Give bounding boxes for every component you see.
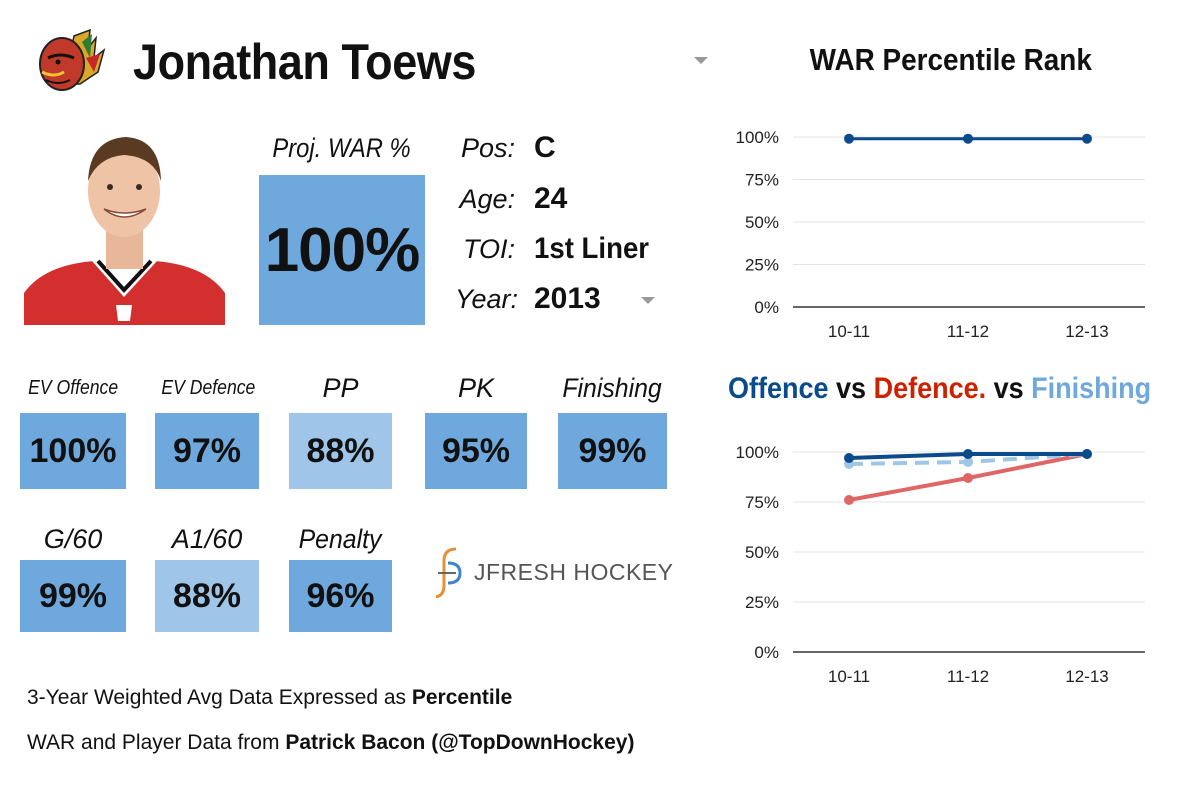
age-value: 24	[534, 182, 568, 215]
footer-note-1: 3-Year Weighted Avg Data Expressed as Pe…	[27, 686, 513, 709]
player-headshot	[24, 125, 225, 325]
data-point-defence	[963, 473, 973, 483]
stat-label-a160: A1/60	[171, 524, 243, 554]
y-tick-label: 75%	[745, 493, 779, 512]
stat-label-ev-offence: EV Offence	[27, 377, 119, 399]
year-value: 2013	[534, 282, 601, 315]
data-point-war	[1082, 133, 1092, 144]
title-vs-1: vs	[828, 372, 874, 405]
proj-war-value: 100%	[264, 215, 421, 285]
y-tick-label: 50%	[745, 543, 779, 562]
stat-label-pp: PP	[322, 373, 359, 403]
stat-label-finishing: Finishing	[562, 373, 663, 403]
x-tick-label: 10-11	[828, 667, 870, 686]
brand-mark-icon	[436, 547, 462, 599]
year-dropdown-caret-icon[interactable]	[641, 297, 655, 304]
title-finishing: Finishing	[1031, 372, 1152, 405]
war-chart-title: WAR Percentile Rank	[809, 42, 1093, 77]
year-label: Year:	[454, 284, 518, 314]
stat-label-pk: PK	[457, 373, 495, 403]
title-defence: Defence.	[873, 372, 987, 405]
pos-value: C	[534, 131, 556, 164]
brand-text: JFRESH HOCKEY	[474, 559, 674, 585]
data-point-offence	[1082, 449, 1092, 459]
x-tick-label: 12-13	[1065, 322, 1108, 341]
data-point-war	[963, 133, 973, 144]
data-point-offence	[844, 453, 854, 463]
x-tick-label: 11-12	[947, 667, 989, 686]
data-point-finishing	[963, 457, 973, 467]
y-tick-label: 75%	[745, 171, 779, 190]
offence-defence-finishing-chart: 100% 75% 50% 25% 0% 10-11 11-12 12-13	[736, 443, 1145, 686]
x-tick-label: 11-12	[947, 322, 989, 341]
title-vs-2: vs	[986, 372, 1032, 405]
stat-tile-pp: 88%	[289, 413, 392, 489]
stat-label-ev-defence: EV Defence	[161, 377, 256, 399]
y-tick-label: 50%	[745, 213, 779, 232]
data-point-defence	[844, 495, 854, 505]
x-tick-label: 10-11	[828, 322, 870, 341]
stat-tile-g60: 99%	[20, 560, 126, 632]
stat-tile-a160: 88%	[155, 560, 259, 632]
toi-value: 1st Liner	[534, 232, 650, 265]
stat-label-penalty: Penalty	[299, 524, 382, 554]
proj-war-label: Proj. WAR %	[272, 133, 412, 163]
footer-note-2: WAR and Player Data from Patrick Bacon (…	[27, 731, 635, 754]
pos-label: Pos:	[460, 133, 515, 163]
player-name: Jonathan Toews	[133, 34, 476, 90]
data-point-offence	[963, 449, 973, 459]
stat-tile-ev-defence: 97%	[155, 413, 259, 489]
stat-label-g60: G/60	[43, 524, 103, 554]
age-label: Age:	[459, 184, 515, 214]
stat-tile-pk: 95%	[425, 413, 527, 489]
y-tick-label: 100%	[736, 128, 779, 147]
ovd-chart-title: Offence vs Defence. vs Finishing	[728, 372, 1198, 406]
stat-tile-ev-offence: 100%	[20, 413, 126, 489]
y-tick-label: 25%	[745, 593, 779, 612]
y-tick-label: 25%	[745, 256, 779, 275]
toi-label: TOI:	[462, 234, 515, 264]
war-percentile-chart: 100% 75% 50% 25% 0% 10-11 11-12 12-13	[736, 128, 1145, 341]
data-point-war	[844, 133, 854, 144]
brand-logo: JFRESH HOCKEY	[436, 545, 673, 601]
y-tick-label: 0%	[754, 643, 779, 662]
y-tick-label: 100%	[736, 443, 779, 462]
title-offence: Offence	[728, 372, 829, 405]
x-tick-label: 12-13	[1065, 667, 1108, 686]
stat-tile-penalty: 96%	[289, 560, 392, 632]
proj-war-tile: 100%	[259, 175, 425, 325]
team-logo	[34, 28, 110, 94]
y-tick-label: 0%	[754, 298, 779, 317]
stat-tile-finishing: 99%	[558, 413, 667, 489]
player-dropdown-caret-icon[interactable]	[694, 57, 708, 64]
